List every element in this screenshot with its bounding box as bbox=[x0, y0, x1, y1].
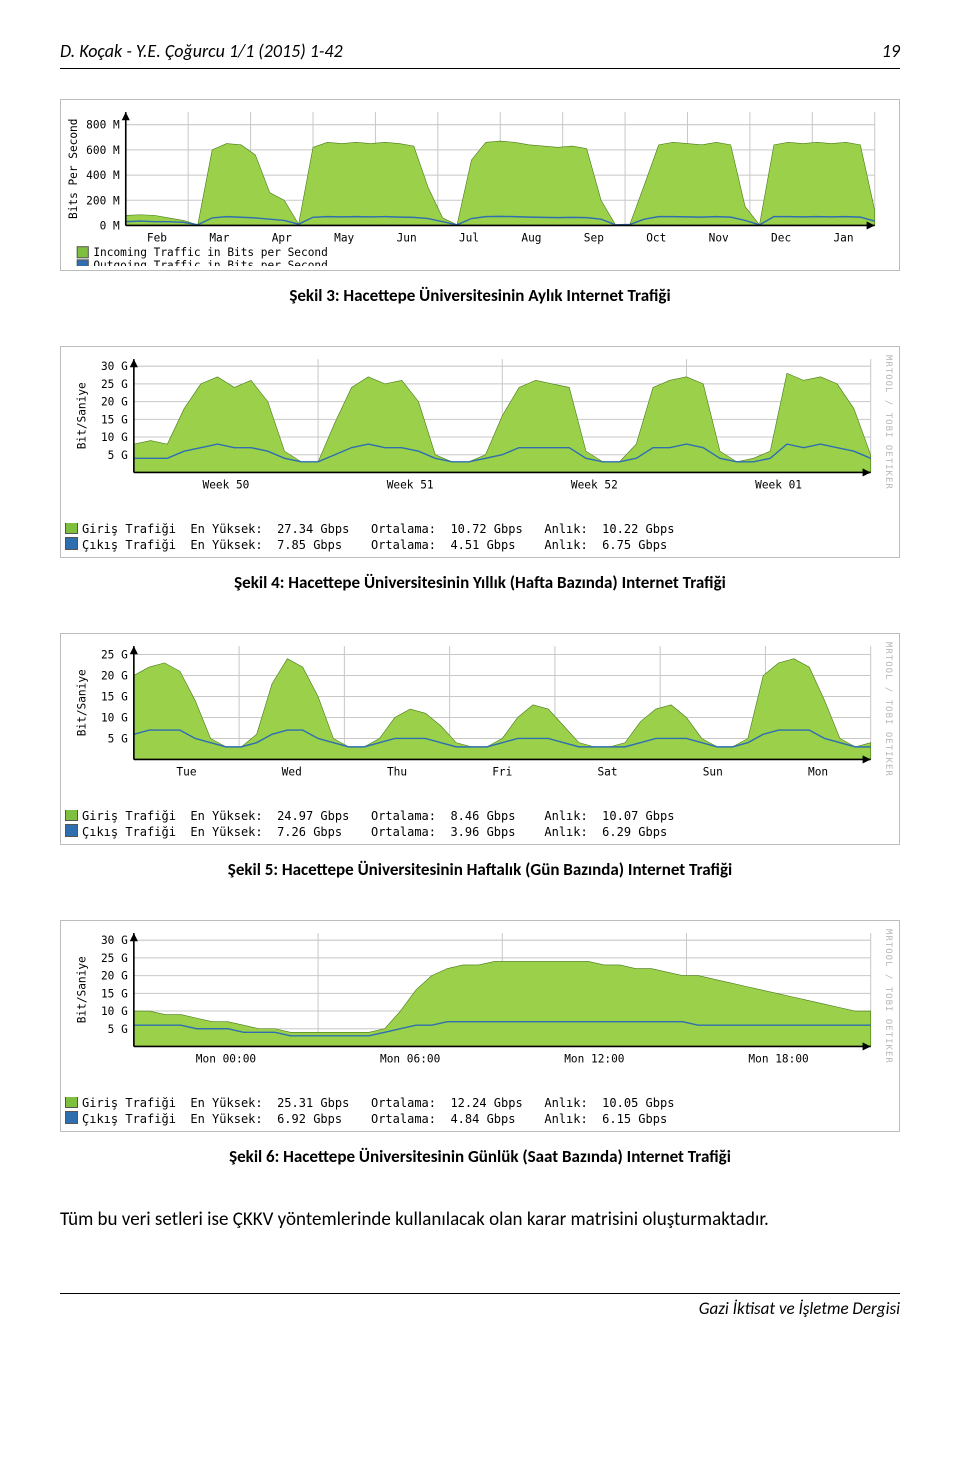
svg-text:Sat: Sat bbox=[597, 766, 617, 779]
svg-text:Week 51: Week 51 bbox=[387, 479, 434, 492]
svg-text:Week 01: Week 01 bbox=[755, 479, 802, 492]
svg-text:20 G: 20 G bbox=[101, 970, 128, 983]
svg-text:Week 50: Week 50 bbox=[203, 479, 250, 492]
chart-6-legend: Giriş Trafiği En Yüksek: 25.31 Gbps Orta… bbox=[65, 1095, 895, 1127]
svg-text:15 G: 15 G bbox=[101, 413, 128, 426]
header-page-number: 19 bbox=[882, 40, 900, 62]
chart-4: 5 G 10 G 15 G 20 G 25 G 30 G Week 50 Week 51 Wee… bbox=[65, 351, 895, 523]
svg-text:Jun: Jun bbox=[397, 232, 417, 245]
svg-text:Tue: Tue bbox=[176, 766, 196, 779]
svg-text:Jul: Jul bbox=[459, 232, 479, 245]
svg-text:Aug: Aug bbox=[521, 232, 541, 245]
svg-text:Thu: Thu bbox=[387, 766, 407, 779]
svg-text:Mon 06:00: Mon 06:00 bbox=[380, 1053, 440, 1066]
svg-text:Sun: Sun bbox=[703, 766, 723, 779]
chart-5: 5 G 10 G 15 G 20 G 25 G Tue Wed Thu Fri Sat Sun Mon… bbox=[65, 638, 895, 810]
svg-text:Fri: Fri bbox=[492, 766, 512, 779]
caption-6: Şekil 6: Hacettepe Üniversitesinin Günlü… bbox=[60, 1146, 900, 1167]
svg-text:25 G: 25 G bbox=[101, 952, 128, 965]
chart-4-watermark: MRTOOL / TOBI OETIKER bbox=[883, 355, 893, 490]
svg-text:30 G: 30 G bbox=[101, 360, 128, 373]
chart-6-frame: 5 G 10 G 15 G 20 G 25 G 30 G Mon 00:00 Mon 06:0… bbox=[60, 920, 900, 1132]
chart-4-frame: 5 G 10 G 15 G 20 G 25 G 30 G Week 50 Week 51 Wee… bbox=[60, 346, 900, 558]
svg-text:5 G: 5 G bbox=[108, 733, 128, 746]
chart-5-legend: Giriş Trafiği En Yüksek: 24.97 Gbps Orta… bbox=[65, 808, 895, 840]
svg-text:Mon 18:00: Mon 18:00 bbox=[748, 1053, 808, 1066]
svg-text:5 G: 5 G bbox=[108, 449, 128, 462]
chart-6: 5 G 10 G 15 G 20 G 25 G 30 G Mon 00:00 Mon 06:0… bbox=[65, 925, 895, 1097]
svg-text:May: May bbox=[334, 232, 354, 245]
svg-text:5 G: 5 G bbox=[108, 1023, 128, 1036]
svg-text:25 G: 25 G bbox=[101, 378, 128, 391]
svg-text:0 M: 0 M bbox=[100, 220, 120, 233]
svg-text:Mon 00:00: Mon 00:00 bbox=[196, 1053, 256, 1066]
chart-4-legend: Giriş Trafiği En Yüksek: 27.34 Gbps Orta… bbox=[65, 521, 895, 553]
svg-text:800 M: 800 M bbox=[86, 119, 120, 132]
svg-text:Incoming Traffic in Bits per S: Incoming Traffic in Bits per Second bbox=[93, 246, 327, 259]
svg-text:Bits Per Second: Bits Per Second bbox=[67, 119, 80, 219]
svg-text:Bit/Saniye: Bit/Saniye bbox=[75, 956, 88, 1023]
svg-text:20 G: 20 G bbox=[101, 396, 128, 409]
svg-text:Nov: Nov bbox=[709, 232, 729, 245]
svg-text:Oct: Oct bbox=[646, 232, 666, 245]
svg-text:Apr: Apr bbox=[272, 232, 292, 245]
chart-3: 0 M 200 M 400 M 600 M 800 M Feb Mar Apr May Jun Ju… bbox=[65, 104, 895, 266]
header-left: D. Koçak - Y.E. Çoğurcu 1/1 (2015) 1-42 bbox=[60, 40, 343, 62]
svg-text:10 G: 10 G bbox=[101, 1005, 128, 1018]
svg-text:25 G: 25 G bbox=[101, 649, 128, 662]
body-paragraph: Tüm bu veri setleri ise ÇKKV yöntemlerin… bbox=[60, 1207, 900, 1233]
caption-3: Şekil 3: Hacettepe Üniversitesinin Aylık… bbox=[60, 285, 900, 306]
svg-text:400 M: 400 M bbox=[86, 169, 120, 182]
chart-5-watermark: MRTOOL / TOBI OETIKER bbox=[883, 642, 893, 777]
svg-text:20 G: 20 G bbox=[101, 670, 128, 683]
svg-text:Bit/Saniye: Bit/Saniye bbox=[75, 382, 88, 449]
svg-text:15 G: 15 G bbox=[101, 987, 128, 1000]
svg-text:200 M: 200 M bbox=[86, 194, 120, 207]
svg-text:Bit/Saniye: Bit/Saniye bbox=[75, 669, 88, 736]
footer-rule bbox=[60, 1293, 900, 1294]
svg-text:10 G: 10 G bbox=[101, 431, 128, 444]
header-rule bbox=[60, 68, 900, 69]
svg-text:15 G: 15 G bbox=[101, 691, 128, 704]
svg-text:30 G: 30 G bbox=[101, 934, 128, 947]
chart-5-frame: 5 G 10 G 15 G 20 G 25 G Tue Wed Thu Fri Sat Sun Mon… bbox=[60, 633, 900, 845]
svg-text:Mon 12:00: Mon 12:00 bbox=[564, 1053, 624, 1066]
svg-text:Outgoing Traffic in Bits per S: Outgoing Traffic in Bits per Second bbox=[93, 259, 327, 266]
svg-text:Mar: Mar bbox=[209, 232, 229, 245]
svg-text:Wed: Wed bbox=[282, 766, 302, 779]
caption-5: Şekil 5: Hacettepe Üniversitesinin Hafta… bbox=[60, 859, 900, 880]
svg-text:10 G: 10 G bbox=[101, 712, 128, 725]
svg-text:Jan: Jan bbox=[833, 232, 853, 245]
svg-text:600 M: 600 M bbox=[86, 144, 120, 157]
svg-text:Feb: Feb bbox=[147, 232, 167, 245]
caption-4: Şekil 4: Hacettepe Üniversitesinin Yıllı… bbox=[60, 572, 900, 593]
chart-6-watermark: MRTOOL / TOBI OETIKER bbox=[883, 929, 893, 1064]
svg-text:Week 52: Week 52 bbox=[571, 479, 618, 492]
running-header: D. Koçak - Y.E. Çoğurcu 1/1 (2015) 1-42 … bbox=[60, 40, 900, 62]
chart-3-frame: 0 M 200 M 400 M 600 M 800 M Feb Mar Apr May Jun Ju… bbox=[60, 99, 900, 271]
svg-text:Sep: Sep bbox=[584, 232, 604, 245]
footer-journal: Gazi İktisat ve İşletme Dergisi bbox=[60, 1298, 900, 1319]
svg-text:Dec: Dec bbox=[771, 232, 791, 245]
svg-text:Mon: Mon bbox=[808, 766, 828, 779]
